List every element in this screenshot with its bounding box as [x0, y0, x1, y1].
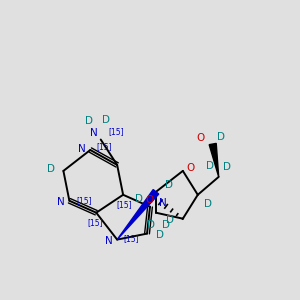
Text: D: D — [206, 161, 214, 171]
Text: D: D — [135, 194, 143, 204]
Text: D: D — [102, 115, 110, 125]
Text: D: D — [166, 215, 174, 225]
Text: D: D — [148, 220, 155, 230]
Text: D: D — [156, 230, 164, 240]
Text: N: N — [105, 236, 113, 246]
Text: D: D — [85, 116, 93, 126]
Text: N: N — [78, 143, 86, 154]
Text: [15]: [15] — [87, 218, 103, 227]
Text: O: O — [186, 163, 194, 173]
Text: D: D — [164, 180, 172, 190]
Polygon shape — [117, 190, 159, 240]
Text: [15]: [15] — [117, 200, 132, 209]
Text: [15]: [15] — [108, 127, 124, 136]
Text: [15]: [15] — [76, 196, 92, 205]
Text: [15]: [15] — [124, 235, 139, 244]
Text: D: D — [217, 132, 225, 142]
Text: [15]: [15] — [97, 142, 112, 151]
Polygon shape — [209, 143, 219, 177]
Text: D: D — [47, 164, 55, 174]
Text: D: D — [223, 162, 231, 172]
Text: N: N — [159, 198, 167, 208]
Text: D: D — [204, 199, 212, 209]
Text: N: N — [57, 197, 65, 207]
Text: O: O — [146, 195, 154, 205]
Text: O: O — [196, 133, 204, 143]
Text: D: D — [161, 220, 169, 230]
Text: N: N — [90, 128, 98, 138]
